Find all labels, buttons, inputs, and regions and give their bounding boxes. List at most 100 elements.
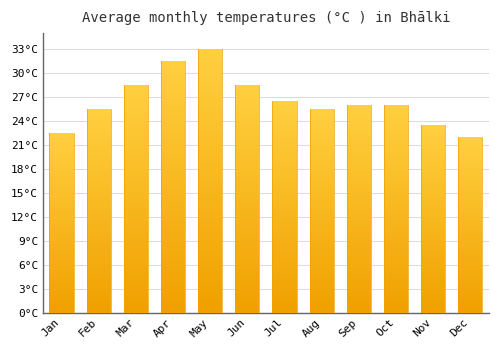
Bar <box>50 140 74 144</box>
Bar <box>421 241 445 245</box>
Bar <box>124 167 148 172</box>
Bar <box>124 249 148 253</box>
Bar <box>236 117 260 121</box>
Bar <box>50 165 74 169</box>
Bar <box>421 279 445 282</box>
Bar <box>272 164 296 169</box>
Bar <box>421 185 445 189</box>
Bar <box>236 85 260 90</box>
Bar <box>161 308 185 313</box>
Bar <box>347 130 371 134</box>
Bar <box>50 266 74 270</box>
Bar <box>272 270 296 274</box>
Bar <box>421 223 445 226</box>
Bar <box>384 109 408 113</box>
Bar <box>236 258 260 262</box>
Bar <box>347 246 371 250</box>
Bar <box>310 125 334 130</box>
Bar <box>161 127 185 132</box>
Bar <box>310 142 334 146</box>
Bar <box>272 152 296 156</box>
Bar <box>161 76 185 81</box>
Bar <box>310 260 334 264</box>
Bar <box>458 214 482 218</box>
Bar <box>236 167 260 172</box>
Bar <box>347 213 371 217</box>
Bar <box>50 194 74 198</box>
Bar <box>50 248 74 252</box>
Bar <box>124 290 148 294</box>
Bar <box>421 226 445 230</box>
Bar <box>198 276 222 281</box>
Bar <box>86 268 111 272</box>
Bar <box>272 198 296 203</box>
Bar <box>421 136 445 140</box>
Bar <box>421 309 445 313</box>
Bar <box>384 184 408 188</box>
Bar <box>347 138 371 142</box>
Bar <box>124 121 148 126</box>
Bar <box>310 280 334 284</box>
Bar <box>272 253 296 258</box>
Bar <box>236 294 260 299</box>
Bar <box>86 264 111 268</box>
Bar <box>50 212 74 216</box>
Bar <box>161 262 185 267</box>
Bar <box>236 181 260 185</box>
Bar <box>198 165 222 170</box>
Bar <box>347 184 371 188</box>
Bar <box>458 292 482 295</box>
Bar <box>421 294 445 298</box>
Bar <box>384 288 408 292</box>
Bar <box>347 263 371 267</box>
Bar <box>384 130 408 134</box>
Bar <box>384 259 408 263</box>
Bar <box>384 279 408 284</box>
Bar <box>458 246 482 250</box>
Bar <box>310 276 334 280</box>
Bar <box>458 211 482 214</box>
Bar <box>421 125 445 129</box>
Bar <box>458 288 482 292</box>
Bar <box>272 211 296 215</box>
Bar <box>86 300 111 304</box>
Bar <box>384 296 408 300</box>
Bar <box>458 260 482 264</box>
Bar <box>124 131 148 135</box>
Bar <box>50 180 74 183</box>
Bar <box>124 212 148 217</box>
Bar <box>347 209 371 213</box>
Bar <box>458 200 482 204</box>
Bar <box>310 133 334 138</box>
Bar <box>384 167 408 172</box>
Bar <box>124 226 148 231</box>
Bar <box>86 117 111 121</box>
Bar <box>50 190 74 194</box>
Bar <box>161 177 185 182</box>
Bar <box>421 196 445 200</box>
Bar <box>384 221 408 225</box>
Bar <box>272 105 296 110</box>
Bar <box>421 253 445 256</box>
Bar <box>421 133 445 136</box>
Bar <box>272 173 296 177</box>
Bar <box>86 133 111 138</box>
Bar <box>198 292 222 297</box>
Bar <box>86 231 111 235</box>
Bar <box>86 223 111 227</box>
Bar <box>310 309 334 313</box>
Bar <box>236 158 260 162</box>
Bar <box>161 152 185 157</box>
Bar <box>124 281 148 285</box>
Bar <box>124 258 148 262</box>
Bar <box>310 268 334 272</box>
Bar <box>310 174 334 178</box>
Bar <box>86 284 111 288</box>
Bar <box>124 276 148 281</box>
Bar <box>421 234 445 238</box>
Bar <box>124 158 148 162</box>
Bar <box>458 264 482 267</box>
Bar <box>124 267 148 272</box>
Bar <box>124 153 148 158</box>
Bar <box>347 126 371 130</box>
